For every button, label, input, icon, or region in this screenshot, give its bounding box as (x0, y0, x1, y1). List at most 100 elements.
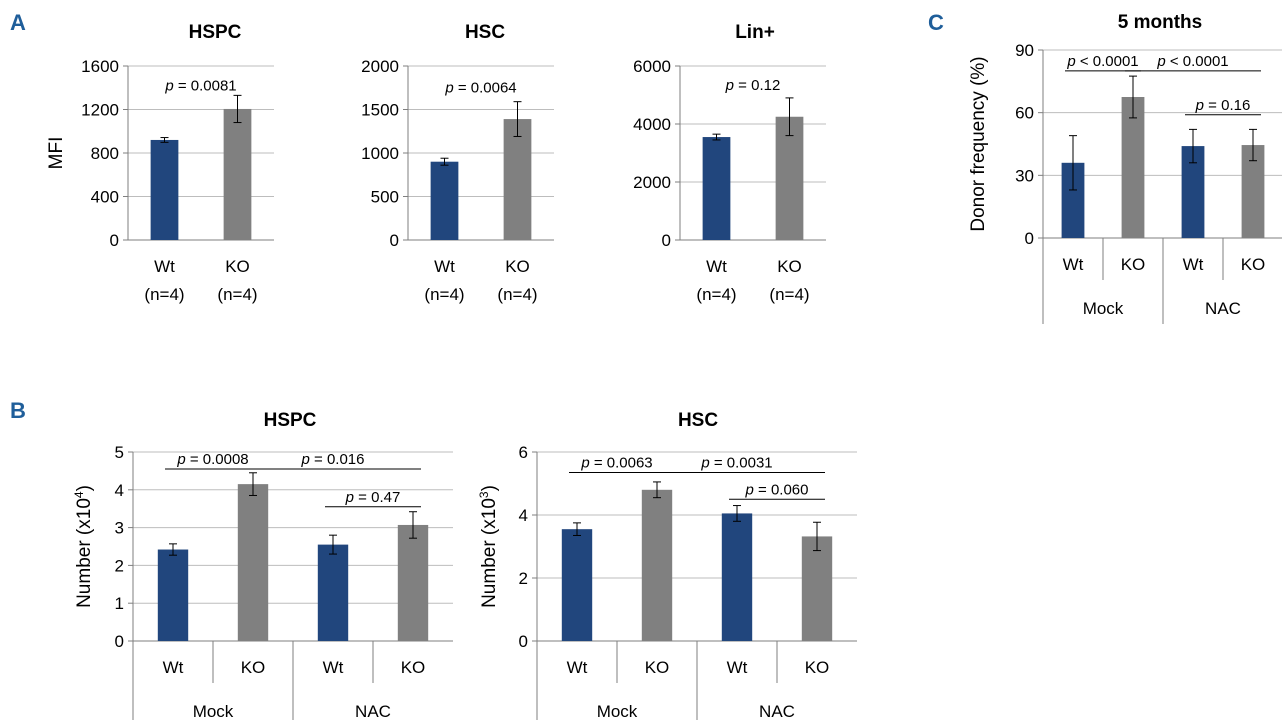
p-value-label: p = 0.0064 (444, 79, 516, 96)
x-tick-label: Wt (567, 658, 588, 677)
bar-wt (150, 139, 179, 240)
p-value-label: p = 0.12 (725, 77, 781, 94)
p-value-label: p < 0.0001 (1066, 53, 1138, 70)
y-tick-label: 0 (662, 231, 671, 250)
group-label: Mock (597, 702, 638, 720)
y-tick-label: 1000 (361, 144, 399, 163)
x-tick-label: Wt (434, 257, 455, 276)
y-tick-label: 0 (110, 231, 119, 250)
x-tick-label: KO (645, 658, 670, 677)
panel-label-a: A (10, 10, 26, 35)
y-tick-label: 0 (519, 632, 528, 651)
y-tick-label: 1500 (361, 101, 399, 120)
x-tick-label: KO (241, 658, 266, 677)
y-tick-label: 90 (1015, 41, 1034, 60)
p-value-label: p = 0.016 (301, 451, 365, 468)
x-tick-label: KO (1241, 255, 1266, 274)
bar-wt (317, 544, 349, 641)
p-value-label: p = 0.0031 (700, 454, 772, 471)
y-tick-label: 3 (115, 519, 124, 538)
x-tick-sublabel: (n=4) (144, 285, 184, 304)
bar-ko (237, 484, 269, 641)
chart-title: 5 months (1118, 12, 1202, 33)
bar-ko (775, 116, 804, 240)
x-tick-label: KO (225, 257, 250, 276)
chart-title: Lin+ (735, 22, 775, 43)
y-tick-label: 2 (519, 569, 528, 588)
y-axis-label: MFI (46, 137, 67, 170)
y-tick-label: 800 (91, 144, 119, 163)
p-value-label: p = 0.47 (345, 489, 401, 506)
x-tick-label: Wt (727, 658, 748, 677)
x-tick-label: KO (1121, 255, 1146, 274)
bar-ko (223, 108, 252, 240)
chart-title: HSC (678, 410, 718, 431)
bar-wt (1181, 146, 1205, 238)
x-tick-label: KO (805, 658, 830, 677)
panel-label-b: B (10, 398, 26, 423)
x-tick-label: KO (505, 257, 530, 276)
y-tick-label: 4 (115, 481, 124, 500)
chart-a1: HSPC 0 400 800 1200 1600 MFI Wt (n=4) KO (n=4) p = … (46, 22, 274, 304)
x-tick-sublabel: (n=4) (217, 285, 257, 304)
x-tick-sublabel: (n=4) (497, 285, 537, 304)
y-tick-label: 1200 (81, 101, 119, 120)
y-tick-label: 4 (519, 506, 528, 525)
group-label: NAC (759, 702, 795, 720)
chart-title: HSC (465, 22, 505, 43)
bar-wt (157, 549, 189, 641)
y-axis-label: Donor frequency (%) (968, 56, 989, 231)
y-tick-label: 2000 (633, 173, 671, 192)
bar-ko (1121, 97, 1145, 238)
x-tick-label: Wt (1183, 255, 1204, 274)
y-tick-label: 2 (115, 556, 124, 575)
bar-ko (397, 524, 429, 641)
y-tick-label: 2000 (361, 57, 399, 76)
bar-wt (561, 529, 593, 641)
p-value-label: p = 0.16 (1195, 97, 1251, 114)
y-tick-label: 500 (371, 188, 399, 207)
bar-ko (801, 536, 833, 641)
y-tick-label: 5 (115, 443, 124, 462)
chart-c1: 5 months 0 30 60 90 Donor frequency (%) Wt KO Wt… (968, 12, 1282, 324)
bar-wt (430, 161, 459, 240)
x-tick-label: KO (401, 658, 426, 677)
p-value-label: p = 0.0063 (580, 454, 652, 471)
bar-ko (503, 119, 532, 240)
y-tick-label: 1 (115, 594, 124, 613)
chart-title: HSPC (264, 410, 317, 431)
y-tick-label: 6000 (633, 57, 671, 76)
chart-a3: Lin+ 0 2000 4000 6000 Wt (n=4) KO (n=4) p = 0.12 (633, 22, 826, 304)
y-tick-label: 400 (91, 188, 119, 207)
x-tick-label: Wt (163, 658, 184, 677)
chart-b2: HSC 0 2 4 6 Number (x103) Wt KO Wt KO Mock NAC p = 0… (477, 410, 857, 720)
p-value-label: p < 0.0001 (1156, 53, 1228, 70)
bar-wt (702, 137, 731, 240)
x-tick-label: Wt (323, 658, 344, 677)
y-tick-label: 0 (115, 632, 124, 651)
p-value-label: p = 0.0008 (176, 451, 248, 468)
bar-ko (641, 489, 673, 641)
panel-label-c: C (928, 10, 944, 35)
x-tick-label: KO (777, 257, 802, 276)
chart-title: HSPC (189, 22, 242, 43)
chart-b1: HSPC 0 1 2 3 4 5 Number (x104) Wt KO Wt KO Mock NAC p … (72, 410, 453, 720)
x-tick-label: Wt (154, 257, 175, 276)
y-tick-label: 30 (1015, 166, 1034, 185)
x-tick-label: Wt (706, 257, 727, 276)
group-label: NAC (1205, 299, 1241, 318)
y-axis-label: Number (x104) (72, 485, 95, 608)
x-tick-sublabel: (n=4) (696, 285, 736, 304)
p-value-label: p = 0.060 (745, 481, 809, 498)
y-tick-label: 60 (1015, 104, 1034, 123)
group-label: Mock (1083, 299, 1124, 318)
bar-wt (1061, 162, 1085, 238)
chart-a2: HSC 0 500 1000 1500 2000 Wt (n=4) KO (n=4) p = 0.0… (361, 22, 554, 304)
x-tick-sublabel: (n=4) (424, 285, 464, 304)
x-tick-label: Wt (1063, 255, 1084, 274)
y-tick-label: 1600 (81, 57, 119, 76)
p-value-label: p = 0.0081 (164, 77, 236, 94)
y-axis-label: Number (x103) (477, 485, 500, 608)
